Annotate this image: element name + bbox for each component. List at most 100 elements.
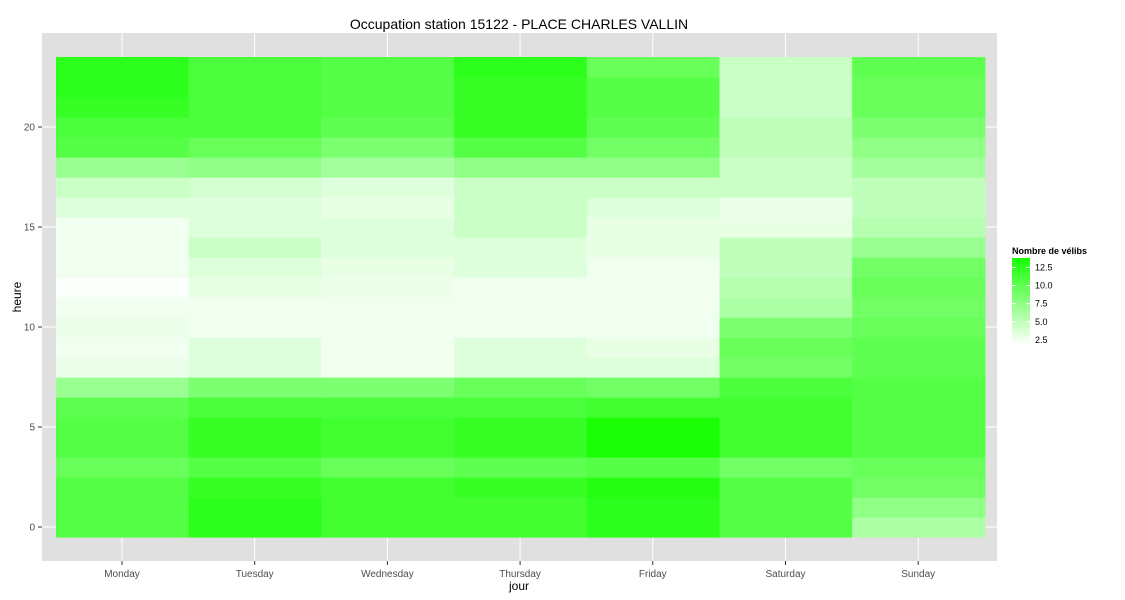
heatmap-cell: [586, 517, 721, 538]
x-axis-title: jour: [508, 579, 529, 593]
heatmap-cell: [454, 157, 588, 178]
legend: Nombre de vélibs 12.5 10.0 7.5 5.0 2.5: [1012, 246, 1087, 345]
heatmap-cell: [719, 137, 853, 158]
heatmap-cell: [56, 377, 190, 398]
heatmap-cell: [586, 197, 721, 218]
chart-title: Occupation station 15122 - PLACE CHARLES…: [350, 16, 688, 32]
legend-label: 10.0: [1035, 281, 1053, 291]
heatmap-cell: [586, 57, 721, 78]
heatmap-cell: [586, 437, 721, 458]
heatmap-cell: [852, 177, 986, 198]
heatmap-cell: [719, 457, 853, 478]
x-axis-ticks: Monday Tuesday Wednesday Thursday Friday Satu…: [104, 561, 935, 580]
legend-label: 12.5: [1035, 262, 1053, 272]
heatmap-cell: [586, 477, 721, 498]
heatmap-cell: [56, 97, 190, 118]
heatmap-cell: [719, 237, 853, 258]
heatmap-cell: [188, 297, 322, 318]
heatmap-cell: [852, 237, 986, 258]
heatmap-cell: [852, 137, 986, 158]
heatmap-cell: [188, 217, 322, 238]
heatmap-cell: [321, 157, 455, 178]
heatmap-cell: [188, 157, 322, 178]
legend-colorbar: [1012, 258, 1030, 345]
heatmap-cell: [719, 497, 853, 518]
heatmap-cell: [454, 57, 588, 78]
heatmap-cell: [852, 437, 986, 458]
heatmap-cell: [852, 457, 986, 478]
heatmap-cell: [56, 337, 190, 358]
y-tick-label: 10: [24, 323, 36, 334]
heatmap-cell: [454, 97, 588, 118]
heatmap-cell: [188, 477, 322, 498]
heatmap-cell: [852, 97, 986, 118]
heatmap-cell: [321, 417, 455, 438]
heatmap-cell: [852, 397, 986, 418]
y-tick-label: 20: [24, 123, 36, 134]
heatmap-cell: [454, 437, 588, 458]
heatmap-cell: [586, 317, 721, 338]
heatmap-cell: [852, 357, 986, 378]
heatmap-cell: [188, 197, 322, 218]
heatmap-cell: [56, 317, 190, 338]
x-tick-label: Wednesday: [361, 569, 414, 580]
heatmap-cell: [188, 97, 322, 118]
heatmap-cell: [852, 257, 986, 278]
x-tick-label: Sunday: [901, 569, 935, 580]
heatmap-cell: [321, 317, 455, 338]
legend-label: 2.5: [1035, 335, 1048, 345]
heatmap-cell: [321, 297, 455, 318]
heatmap-cell: [852, 277, 986, 298]
heatmap-cell: [321, 377, 455, 398]
heatmap-cell: [188, 77, 322, 98]
heatmap-cell: [586, 157, 721, 178]
heatmap-cell: [719, 277, 853, 298]
heatmap-cell: [454, 517, 588, 538]
heatmap-cell: [321, 357, 455, 378]
heatmap-cell: [454, 177, 588, 198]
heatmap-cell: [719, 337, 853, 358]
heatmap-cell: [321, 237, 455, 258]
heatmap-cell: [56, 217, 190, 238]
heatmap-cell: [719, 157, 853, 178]
heatmap-cell: [454, 137, 588, 158]
heatmap-cell: [321, 397, 455, 418]
heatmap-cell: [56, 437, 190, 458]
heatmap-cell: [852, 497, 986, 518]
heatmap-cell: [321, 57, 455, 78]
heatmap-cell: [719, 197, 853, 218]
legend-label: 7.5: [1035, 299, 1048, 309]
heatmap-cell: [454, 417, 588, 438]
y-axis-title: heure: [10, 281, 24, 312]
heatmap-cell: [719, 437, 853, 458]
heatmap-cell: [188, 417, 322, 438]
heatmap-cell: [586, 357, 721, 378]
heatmap-cell: [586, 397, 721, 418]
heatmap-cell: [56, 57, 190, 78]
y-tick-label: 15: [24, 223, 36, 234]
heatmap-cell: [56, 277, 190, 298]
heatmap-cell: [454, 217, 588, 238]
heatmap-cell: [56, 357, 190, 378]
heatmap-cell: [719, 297, 853, 318]
heatmap-cell: [321, 277, 455, 298]
heatmap-cell: [56, 497, 190, 518]
heatmap-cell: [719, 517, 853, 538]
legend-label: 5.0: [1035, 317, 1048, 327]
heatmap-cell: [321, 257, 455, 278]
heatmap-cell: [454, 337, 588, 358]
heatmap-cell: [321, 337, 455, 358]
heatmap-cell: [586, 337, 721, 358]
heatmap-cell: [852, 417, 986, 438]
heatmap-cell: [719, 357, 853, 378]
heatmap-cell: [586, 497, 721, 518]
legend-breaks: 12.5 10.0 7.5 5.0 2.5: [1012, 262, 1053, 345]
heatmap-cell: [852, 77, 986, 98]
heatmap-cell: [719, 397, 853, 418]
heatmap-cell: [188, 117, 322, 138]
y-tick-label: 0: [29, 523, 35, 534]
heatmap-cell: [586, 137, 721, 158]
heatmap-cell: [56, 237, 190, 258]
heatmap-cell: [56, 197, 190, 218]
heatmap-cell: [586, 97, 721, 118]
